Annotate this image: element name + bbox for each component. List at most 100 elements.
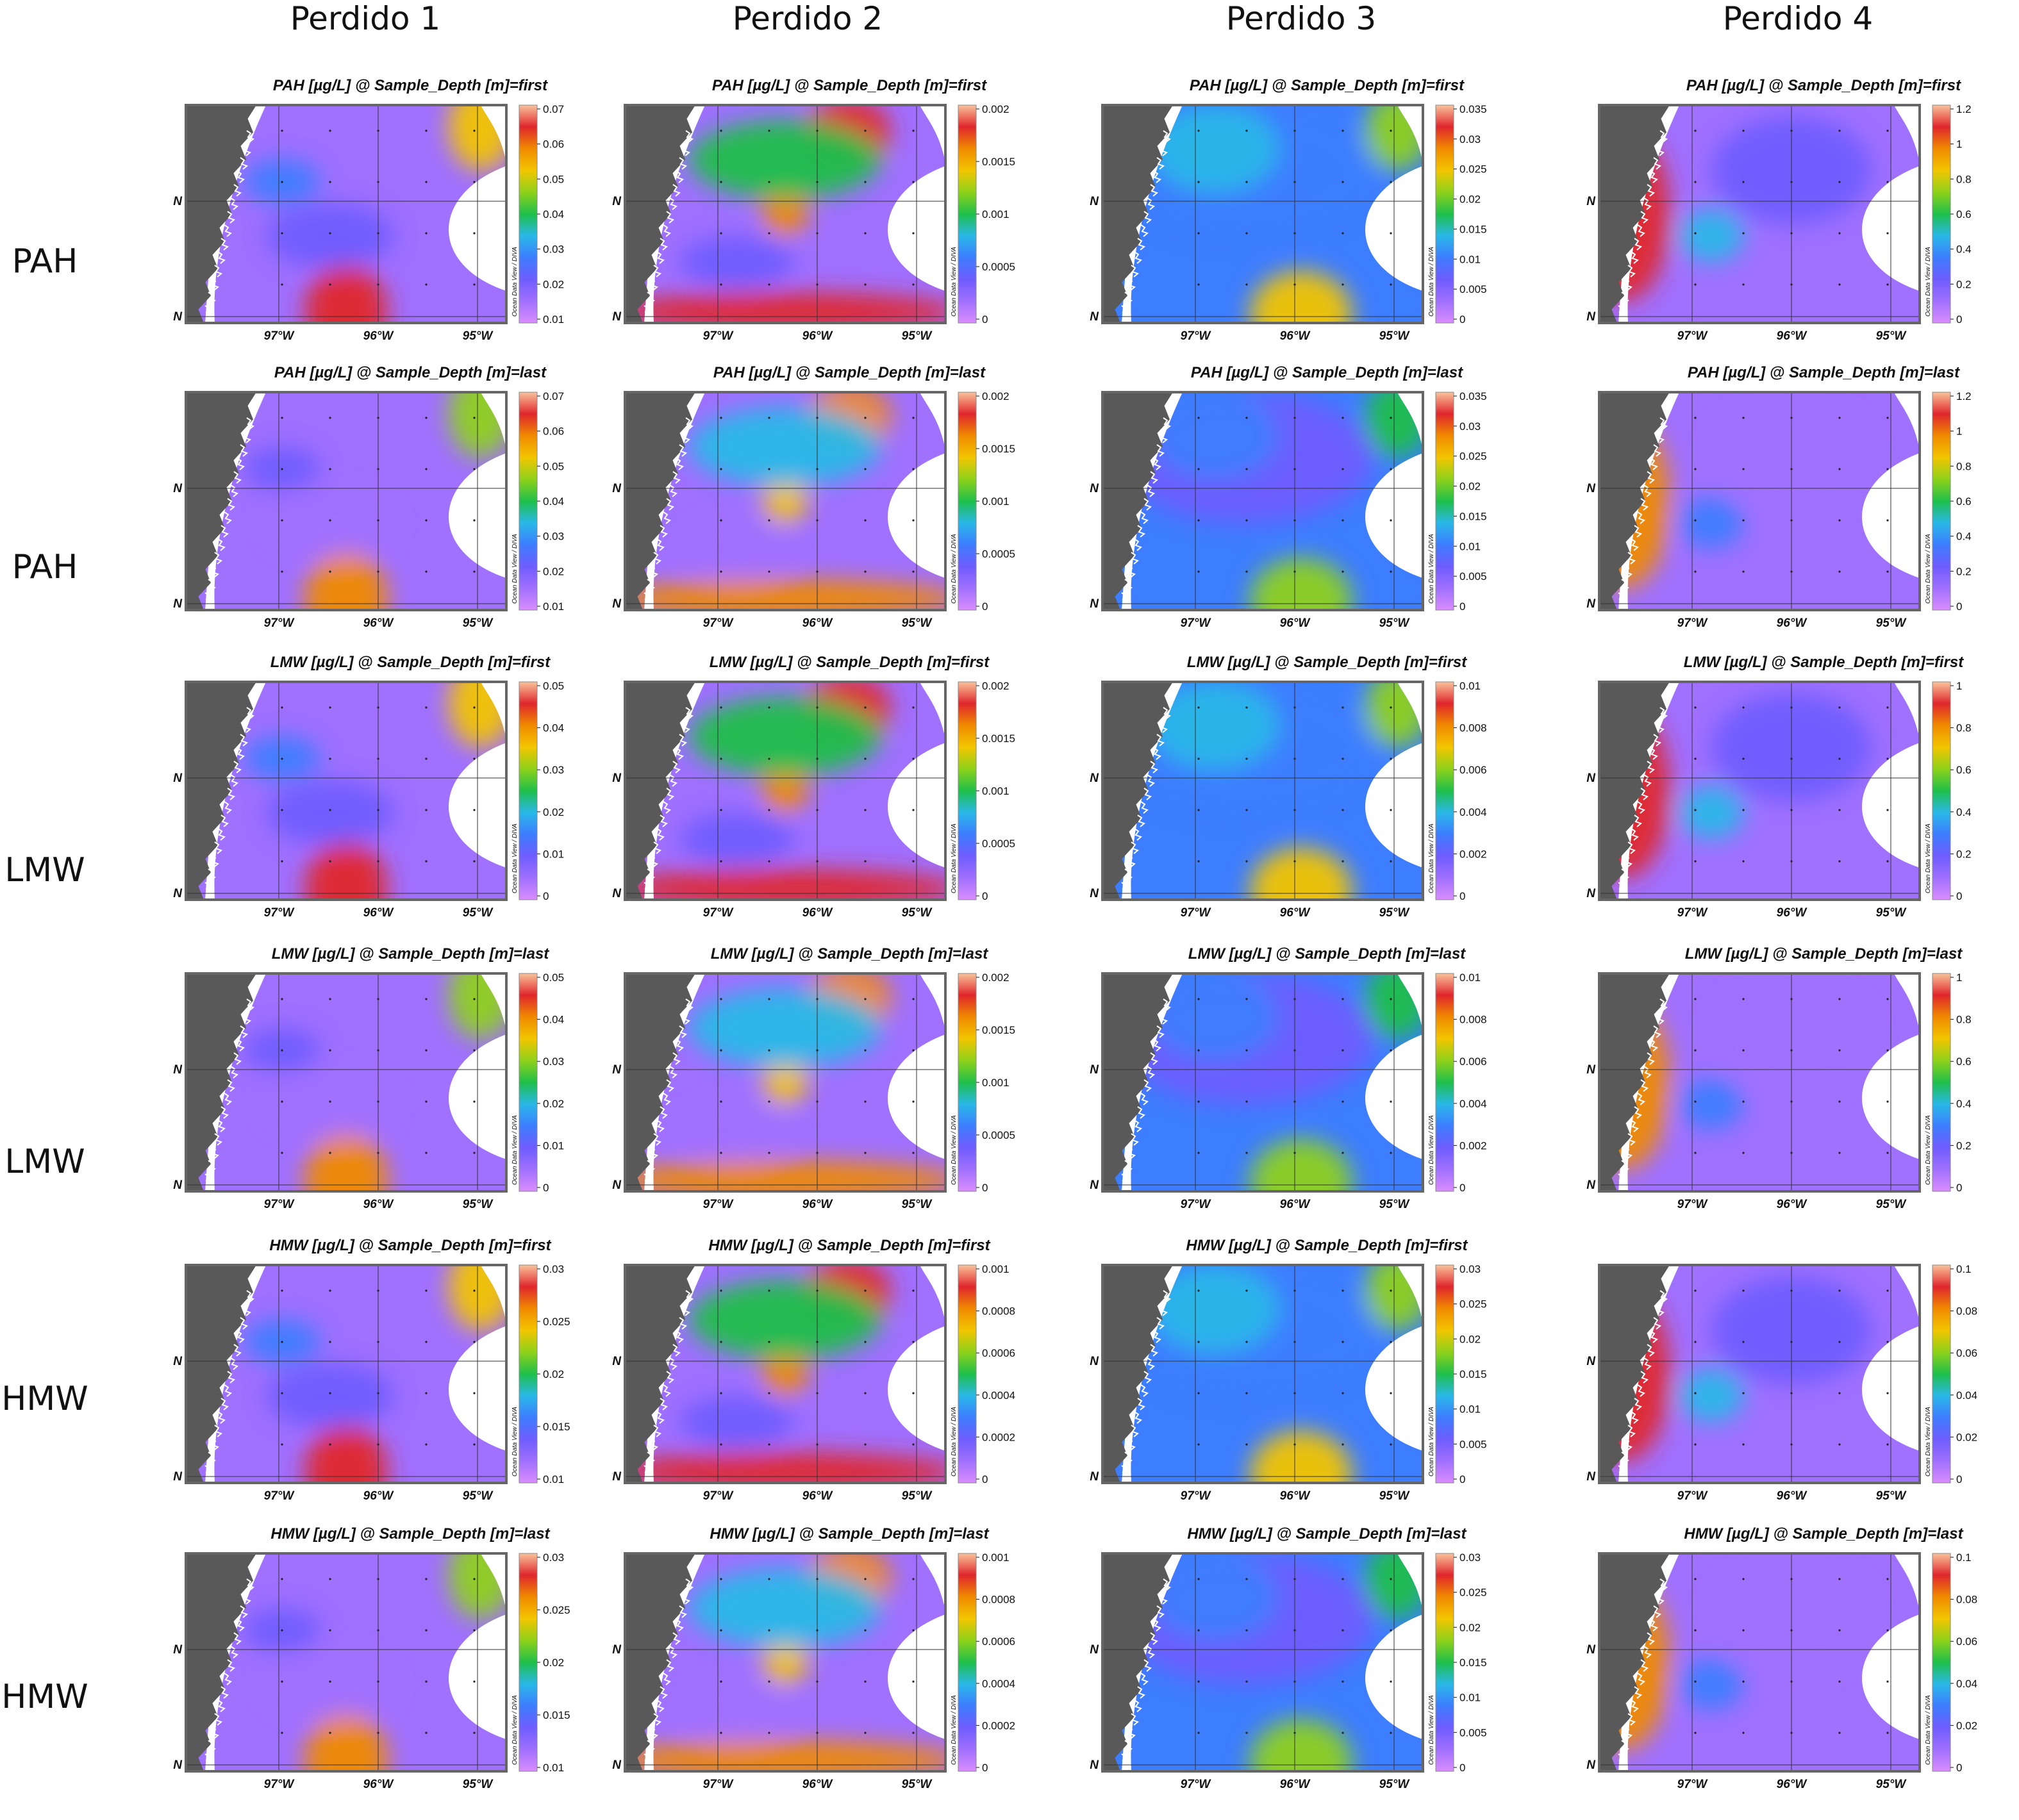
- island-coastline: [682, 431, 690, 443]
- island-coastline: [650, 1438, 658, 1451]
- island-coastline: [650, 855, 658, 868]
- sample-station: [1245, 1289, 1248, 1292]
- sample-station: [281, 809, 283, 811]
- sample-station: [720, 1578, 722, 1580]
- sample-station: [1245, 570, 1248, 573]
- sample-station: [1838, 283, 1841, 286]
- longitude-label: 96°W: [802, 1778, 834, 1791]
- colorbar-tick-label: 0.02: [1459, 481, 1481, 493]
- sample-station: [912, 1578, 915, 1580]
- latitude-label: 25°N: [1586, 482, 1596, 495]
- sample-station: [1886, 570, 1889, 573]
- sample-station: [1886, 757, 1889, 760]
- colorbar-tick-label: 0.06: [1956, 1347, 1977, 1359]
- island-coastline: [1640, 788, 1649, 800]
- island-coastline: [211, 565, 219, 578]
- island-coastline: [1640, 1659, 1649, 1672]
- island-coastline: [1653, 444, 1661, 457]
- island-coastline: [679, 1605, 687, 1618]
- island-coastline: [1627, 1133, 1636, 1146]
- sample-station: [329, 1152, 331, 1154]
- sample-station: [1694, 1578, 1697, 1580]
- sample-station: [425, 570, 428, 573]
- map-plot-area: [1599, 973, 1920, 1191]
- colorbar-tick-label: 0.2: [1956, 848, 1972, 860]
- sample-station: [720, 998, 722, 1000]
- sample-station: [768, 757, 770, 760]
- colorbar-tick-label: 0.001: [982, 785, 1010, 797]
- sample-station: [1694, 1629, 1697, 1632]
- island-coastline: [656, 538, 665, 551]
- unmapped-area: [1397, 682, 1423, 740]
- longitude-label: 97°W: [264, 1778, 295, 1791]
- panel-title: PAH [µg/L] @ Sample_Depth [m]=first: [711, 77, 987, 94]
- sample-station: [1245, 706, 1248, 709]
- longitude-label: 95°W: [902, 1778, 933, 1791]
- island-coastline: [1637, 1384, 1645, 1397]
- colorbar-tick-label: 0.002: [1459, 848, 1487, 860]
- colorbar: [958, 681, 977, 900]
- colorbar-tick-label: 0: [982, 1182, 988, 1194]
- island-coastline: [230, 774, 238, 787]
- island-coastline: [647, 1160, 655, 1173]
- concentration-blob: [625, 579, 945, 610]
- latitude-label: 25°N: [1090, 195, 1099, 208]
- longitude-label: 97°W: [1181, 616, 1212, 630]
- sample-station: [1694, 232, 1697, 235]
- panel-title: LMW [µg/L] @ Sample_Depth [m]=first: [270, 654, 551, 671]
- island-coastline: [650, 278, 658, 291]
- colorbar-tick-label: 0.001: [982, 208, 1010, 220]
- map-panel: HMW [µg/L] @ Sample_Depth [m]=first25°N2…: [173, 1237, 660, 1532]
- unmapped-area: [1894, 105, 1920, 163]
- sample-station: [1886, 860, 1889, 863]
- longitude-label: 97°W: [1181, 329, 1212, 343]
- longitude-label: 95°W: [902, 1198, 933, 1211]
- sample-station: [473, 1578, 476, 1580]
- island-coastline: [1121, 1753, 1129, 1766]
- colorbar: [1435, 392, 1454, 611]
- island-coastline: [1618, 1465, 1626, 1478]
- island-coastline: [1163, 417, 1171, 430]
- sample-station: [281, 1732, 283, 1734]
- sample-station: [1197, 1443, 1200, 1446]
- sample-station: [1245, 1578, 1248, 1580]
- island-coastline: [644, 592, 652, 605]
- map-frame: [185, 972, 508, 1193]
- island-coastline: [1621, 1452, 1629, 1464]
- island-coastline: [1634, 238, 1642, 251]
- land-mass: [186, 973, 256, 1191]
- colorbar-tick-label: 0.08: [1956, 1305, 1977, 1318]
- contour-map: 25°N 24°N 97°W 96°W 95°W 1 0.8 0.6 0.4 0.2 0 Ocean …: [1586, 680, 1972, 920]
- map-plot-area: [1102, 392, 1423, 610]
- island-coastline: [1624, 855, 1633, 868]
- sample-station: [864, 1100, 867, 1103]
- sample-station: [329, 129, 331, 132]
- land-mass: [1102, 1265, 1173, 1483]
- colorbar-tick-label: 0.025: [543, 1316, 570, 1328]
- longitude-label: 95°W: [1379, 1489, 1411, 1503]
- colorbar-tick-label: 0.035: [1459, 390, 1487, 402]
- island-coastline: [1153, 747, 1161, 760]
- island-coastline: [676, 458, 684, 470]
- sample-station: [912, 519, 915, 522]
- sample-station: [473, 757, 476, 760]
- sample-station: [1838, 181, 1841, 183]
- sample-station: [1838, 1732, 1841, 1734]
- sample-station: [1742, 1443, 1745, 1446]
- unmapped-area: [920, 1553, 945, 1611]
- sample-station: [864, 129, 867, 132]
- island-coastline: [663, 801, 671, 814]
- sample-station: [1245, 232, 1248, 235]
- map-panel: HMW [µg/L] @ Sample_Depth [m]=last 25°N 24…: [1090, 1525, 1577, 1820]
- sample-station: [864, 468, 867, 470]
- sample-station: [329, 519, 331, 522]
- island-coastline: [644, 305, 652, 318]
- island-coastline: [214, 1425, 222, 1437]
- latitude-label: 24°N: [1586, 1470, 1596, 1484]
- sample-station: [1886, 1443, 1889, 1446]
- sample-station: [1245, 860, 1248, 863]
- longitude-label: 97°W: [1181, 1778, 1212, 1791]
- map-panel: LMW [µg/L] @ Sample_Depth [m]=last 25°N 24…: [612, 945, 1099, 1240]
- concentration-blob: [304, 551, 388, 610]
- island-coastline: [217, 1411, 226, 1424]
